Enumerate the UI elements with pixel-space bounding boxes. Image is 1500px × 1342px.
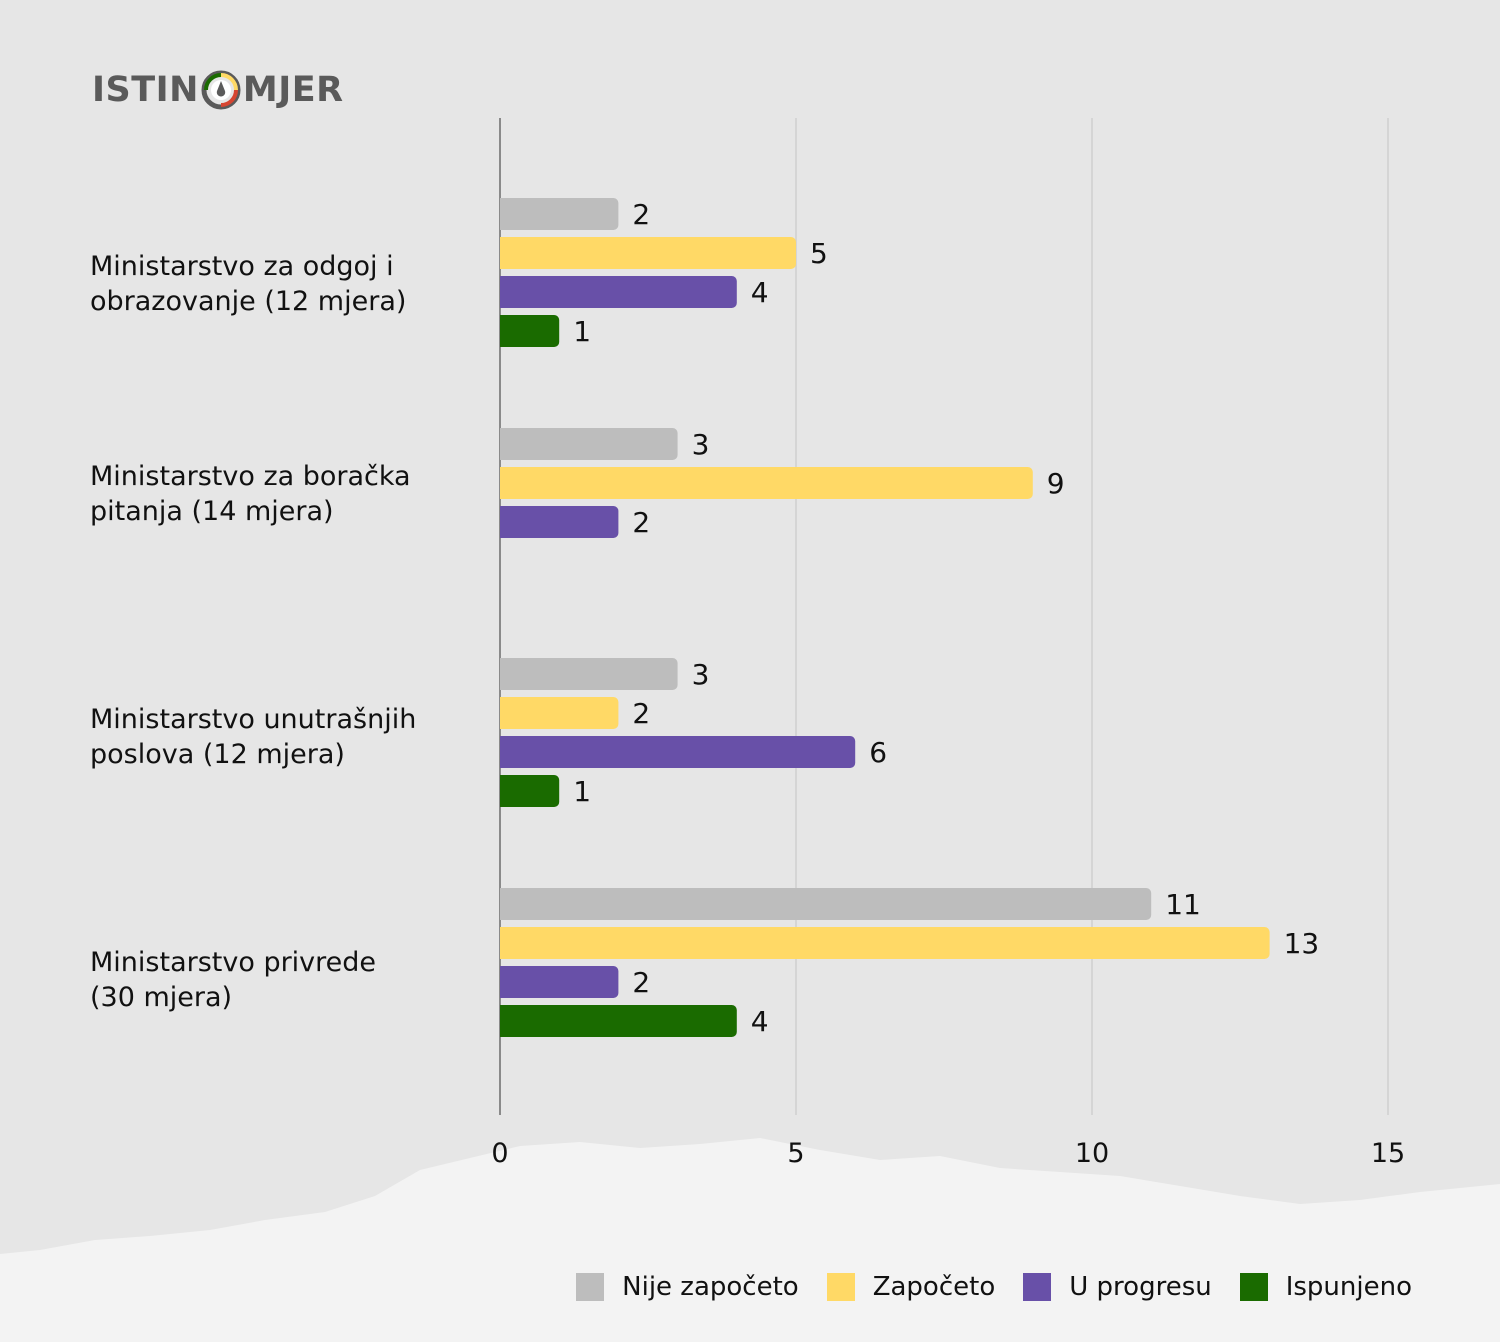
bar-left-edge xyxy=(500,1005,506,1037)
bar-1-0 xyxy=(500,428,678,460)
category-label: Ministarstvo za odgoj i obrazovanje (12 … xyxy=(90,251,407,317)
logo-text-left: ISTIN xyxy=(92,70,199,110)
legend-label: Nije započeto xyxy=(622,1272,799,1302)
bar-left-edge xyxy=(500,927,506,959)
legend-swatch xyxy=(1239,1273,1268,1301)
legend-item: Nije započeto xyxy=(576,1272,799,1302)
legend-item: Započeto xyxy=(826,1272,996,1302)
bar-2-0 xyxy=(500,658,678,690)
bar-left-edge xyxy=(500,467,506,499)
bar-left-edge xyxy=(500,888,506,920)
legend-item: Ispunjeno xyxy=(1239,1272,1412,1302)
bar-0-0 xyxy=(500,198,619,230)
data-label: 2 xyxy=(632,198,650,231)
legend-label: U progresu xyxy=(1069,1272,1212,1302)
bar-3-2 xyxy=(500,966,619,998)
bar-0-2 xyxy=(500,276,737,308)
bar-left-edge xyxy=(500,658,506,690)
data-label: 11 xyxy=(1165,888,1201,921)
category-label: Ministarstvo privrede (30 mjera) xyxy=(90,947,377,1013)
bar-left-edge xyxy=(500,697,506,729)
x-tick-label: 10 xyxy=(1075,1138,1109,1169)
legend-label: Započeto xyxy=(872,1272,996,1302)
data-label: 13 xyxy=(1284,927,1320,960)
bar-1-1 xyxy=(500,467,1033,499)
bar-left-edge xyxy=(500,428,506,460)
legend-label: Ispunjeno xyxy=(1285,1272,1412,1302)
x-tick-label: 5 xyxy=(787,1138,804,1169)
bar-left-edge xyxy=(500,966,506,998)
bar-0-3 xyxy=(500,315,560,347)
logo-text-right: MJER xyxy=(242,70,344,110)
data-label: 4 xyxy=(751,1005,769,1038)
bar-3-1 xyxy=(500,927,1270,959)
bar-left-edge xyxy=(500,506,506,538)
legend-swatch xyxy=(1023,1273,1052,1301)
bar-0-1 xyxy=(500,237,796,269)
x-tick-label: 0 xyxy=(491,1138,508,1169)
data-label: 9 xyxy=(1047,467,1065,500)
bar-left-edge xyxy=(500,775,506,807)
data-label: 3 xyxy=(692,658,710,691)
bar-3-0 xyxy=(500,888,1152,920)
data-label: 1 xyxy=(573,775,591,808)
istinomjer-logo: ISTIN MJER xyxy=(92,66,344,114)
bar-2-2 xyxy=(500,736,856,768)
x-tick-label: 15 xyxy=(1371,1138,1405,1169)
bar-left-edge xyxy=(500,736,506,768)
bar-3-3 xyxy=(500,1005,737,1037)
bar-left-edge xyxy=(500,198,506,230)
bar-left-edge xyxy=(500,237,506,269)
data-label: 2 xyxy=(632,506,650,539)
data-label: 5 xyxy=(810,237,828,270)
bar-left-edge xyxy=(500,276,506,308)
data-label: 4 xyxy=(751,276,769,309)
bar-1-2 xyxy=(500,506,619,538)
data-label: 6 xyxy=(869,736,887,769)
bar-2-1 xyxy=(500,697,619,729)
data-label: 2 xyxy=(632,697,650,730)
legend-item: U progresu xyxy=(1023,1272,1212,1302)
data-label: 1 xyxy=(573,315,591,348)
logo-gauge-icon xyxy=(201,70,241,110)
chart-legend: Nije započeto Započeto U progresu Ispunjeno xyxy=(576,1272,1412,1302)
legend-swatch xyxy=(576,1273,605,1301)
bar-left-edge xyxy=(500,315,506,347)
legend-swatch xyxy=(826,1273,855,1301)
bar-2-3 xyxy=(500,775,560,807)
category-label: Ministarstvo unutrašnjih poslova (12 mje… xyxy=(90,704,417,770)
data-label: 2 xyxy=(632,966,650,999)
category-label: Ministarstvo za boračka pitanja (14 mjer… xyxy=(90,461,411,527)
paper-texture-decoration xyxy=(0,1138,1500,1342)
data-label: 3 xyxy=(692,428,710,461)
